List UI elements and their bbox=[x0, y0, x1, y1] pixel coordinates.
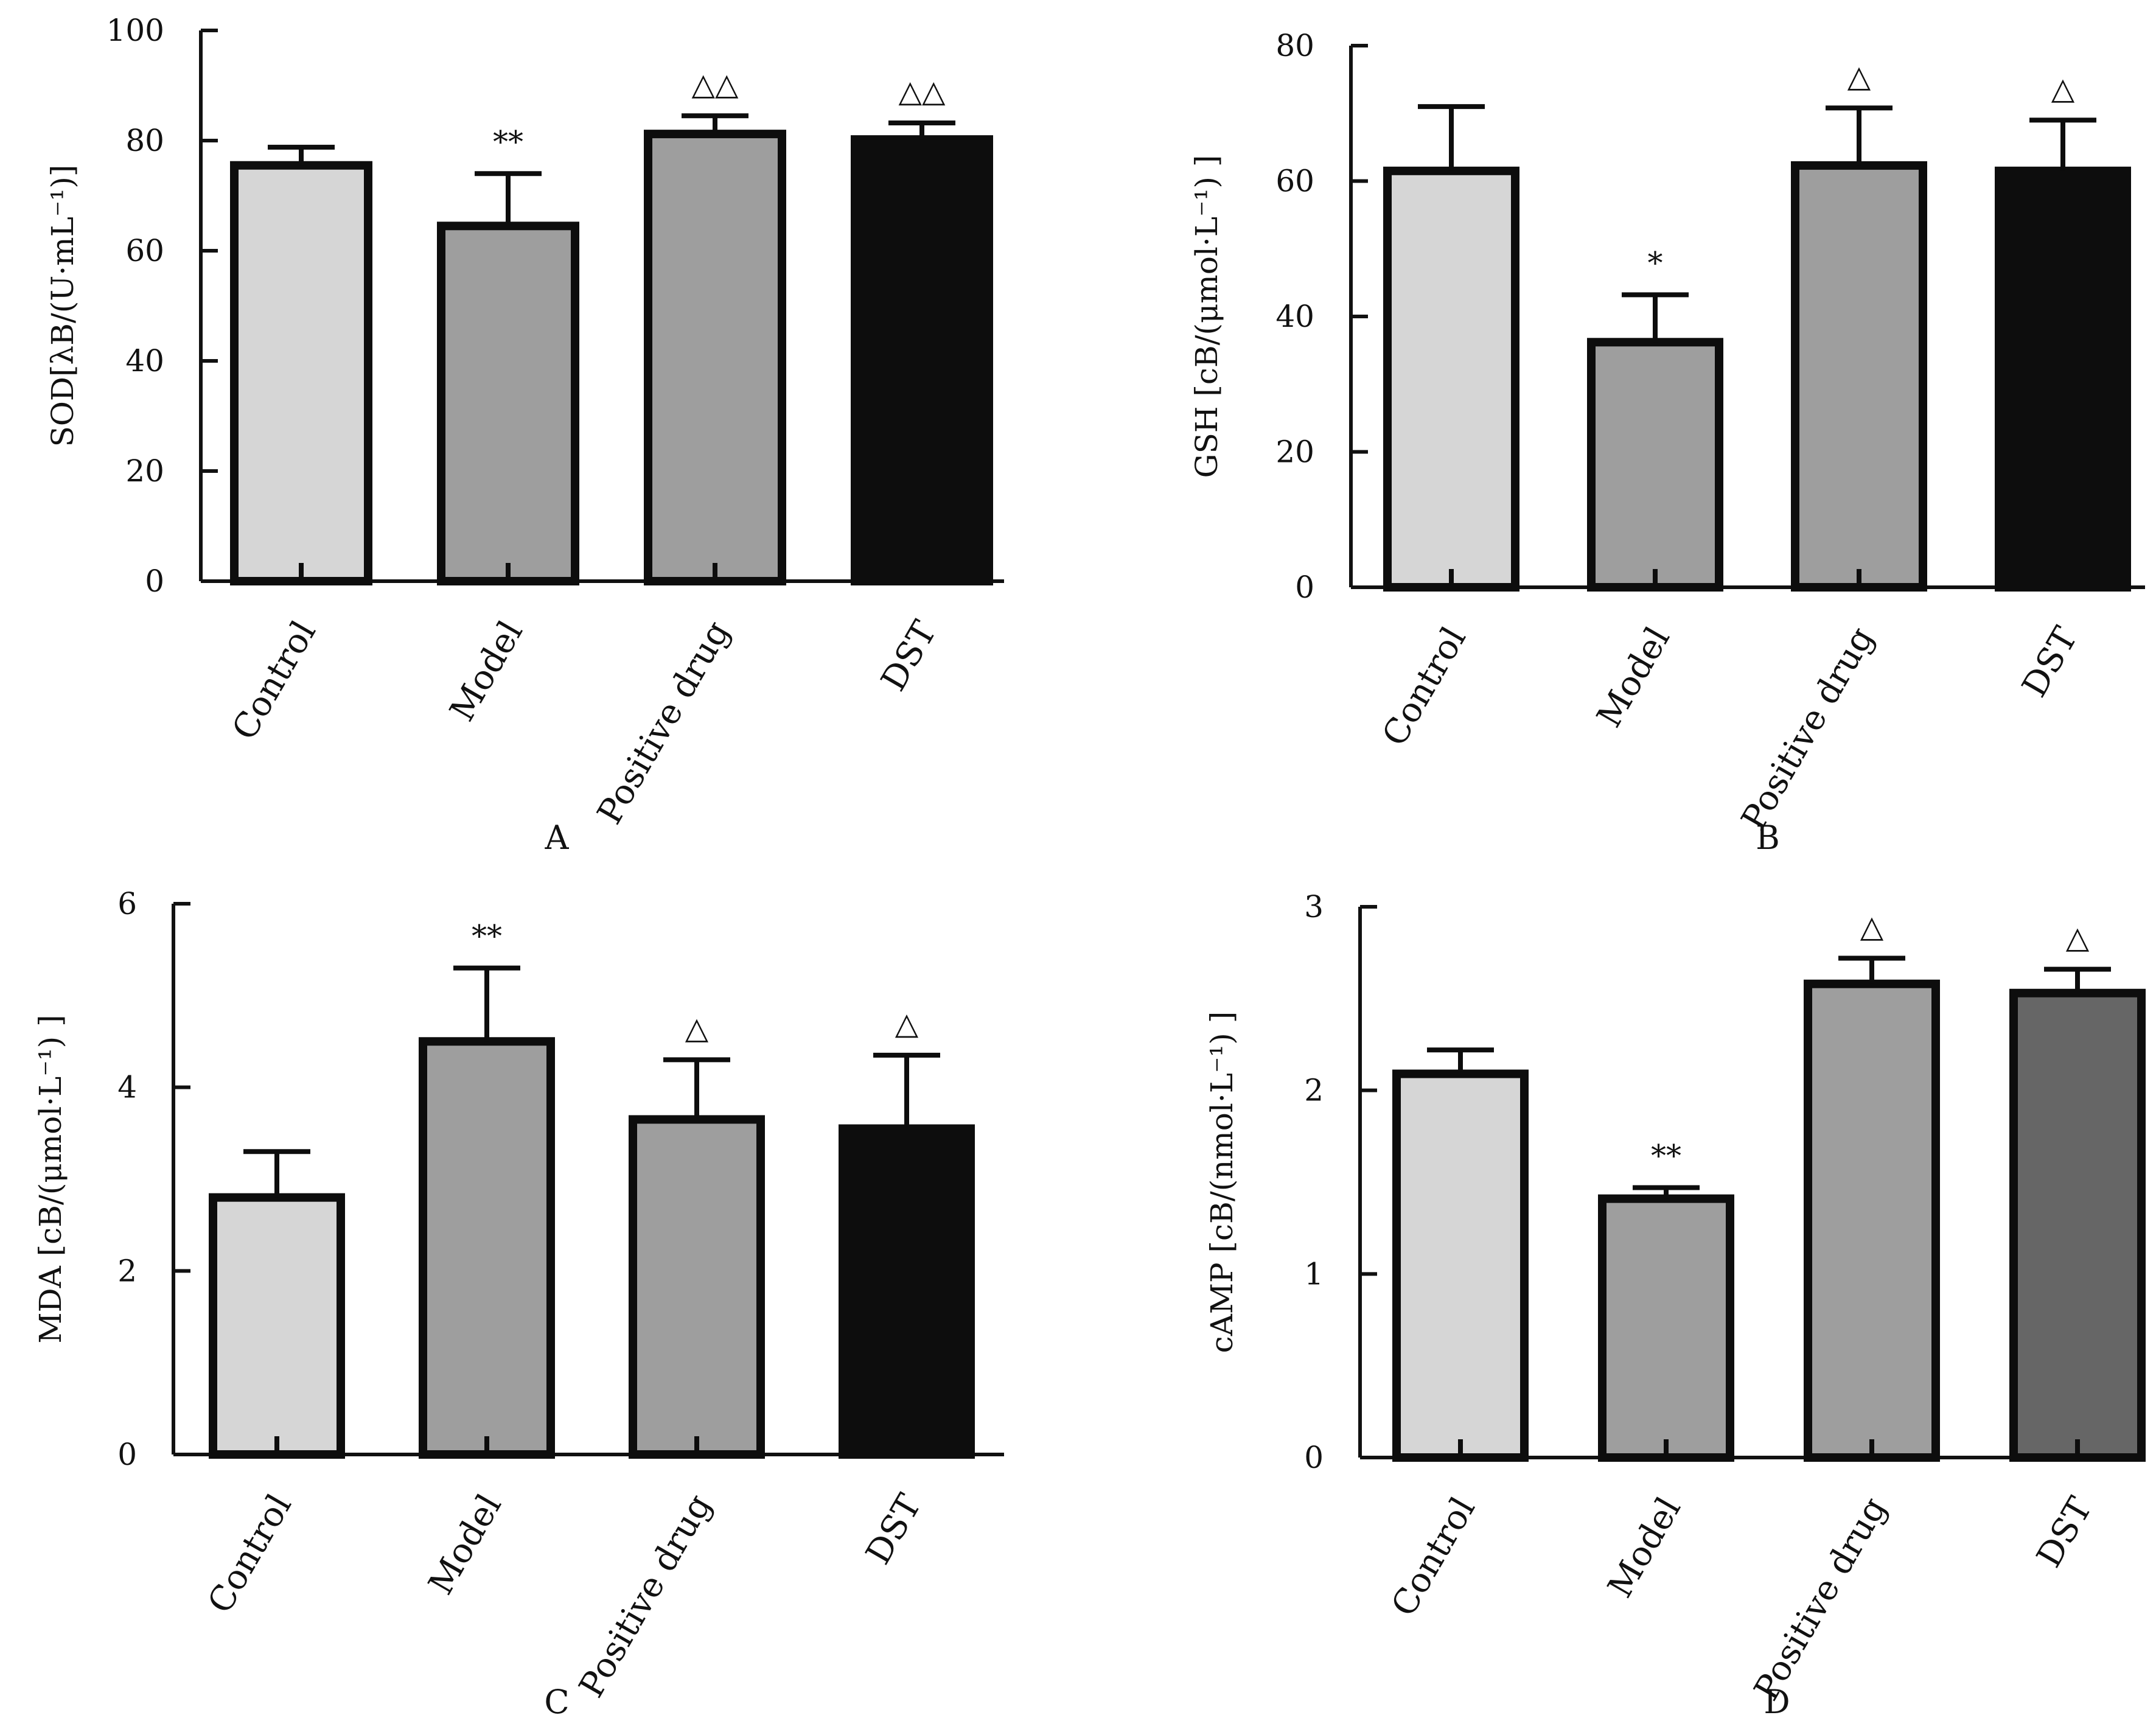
x-tick-label: DST bbox=[859, 1488, 930, 1571]
x-tick-label: Control bbox=[1375, 621, 1474, 753]
panel-label: D bbox=[1764, 1683, 1790, 1721]
y-tick-label: 2 bbox=[1304, 1073, 1324, 1108]
significance-marker: △ bbox=[895, 1006, 919, 1041]
x-tick-label: Control bbox=[1384, 1491, 1483, 1623]
y-tick-label: 1 bbox=[1304, 1256, 1324, 1291]
bar-model bbox=[1587, 338, 1723, 592]
y-axis-label: cAMP [cB/(nmol·L⁻¹) ] bbox=[1204, 1011, 1240, 1353]
y-tick-label: 60 bbox=[1275, 164, 1314, 199]
x-tick-label: Positive drug bbox=[1746, 1491, 1894, 1708]
y-tick-label: 2 bbox=[117, 1253, 137, 1288]
y-tick-label: 20 bbox=[125, 453, 164, 489]
significance-marker: △△ bbox=[692, 66, 739, 102]
chart-panel-a: 0 20 40 60 80 100 SOD[λB/(U·mL⁻¹)] Control ** Mod… bbox=[45, 13, 1004, 857]
bar-dst bbox=[2009, 988, 2146, 1462]
y-tick-label: 0 bbox=[117, 1437, 137, 1472]
x-tick-label: Positive drug bbox=[571, 1488, 719, 1705]
y-axis-label: GSH [cB/(μmol·L⁻¹) ] bbox=[1189, 155, 1224, 478]
y-axis-label: MDA [cB/(μmol·L⁻¹) ] bbox=[33, 1014, 68, 1343]
x-tick-label: DST bbox=[2029, 1491, 2101, 1574]
bar-positive-drug bbox=[644, 130, 786, 585]
y-tick-label: 40 bbox=[1275, 299, 1314, 334]
bar-control bbox=[1383, 166, 1519, 592]
y-tick-label: 100 bbox=[106, 13, 164, 48]
chart-panel-b: 0 20 40 60 80 GSH [cB/(μmol·L⁻¹) ] Control * Mod… bbox=[1189, 28, 2145, 857]
bar-positive-drug bbox=[629, 1115, 765, 1459]
panel-label: C bbox=[544, 1683, 569, 1721]
significance-marker: △△ bbox=[899, 74, 946, 109]
x-tick-label: Model bbox=[1600, 1491, 1689, 1605]
significance-marker: ** bbox=[472, 919, 502, 954]
bar-control bbox=[209, 1193, 345, 1459]
bar-model bbox=[419, 1037, 555, 1459]
y-tick-label: 60 bbox=[125, 233, 164, 268]
x-tick-label: Positive drug bbox=[590, 615, 738, 831]
bar-dst bbox=[851, 135, 993, 585]
bar-control bbox=[1392, 1069, 1529, 1462]
y-tick-label: 40 bbox=[125, 343, 164, 379]
bar-dst bbox=[1995, 166, 2131, 592]
y-tick-label: 4 bbox=[117, 1070, 137, 1105]
bar-model bbox=[437, 222, 579, 585]
y-tick-label: 3 bbox=[1304, 889, 1324, 924]
x-tick-label: Model bbox=[1589, 621, 1678, 735]
x-tick-label: Positive drug bbox=[1734, 621, 1882, 837]
y-tick-label: 0 bbox=[1295, 570, 1314, 605]
x-tick-label: DST bbox=[2015, 621, 2086, 704]
y-tick-label: 20 bbox=[1275, 435, 1314, 470]
x-tick-label: Model bbox=[442, 615, 531, 728]
x-tick-label: DST bbox=[874, 615, 945, 698]
significance-marker: △ bbox=[2066, 920, 2090, 955]
bar-dst bbox=[839, 1124, 975, 1459]
significance-marker: △ bbox=[685, 1010, 709, 1046]
y-tick-label: 0 bbox=[1304, 1440, 1324, 1475]
chart-panel-c: 0 2 4 6 MDA [cB/(μmol·L⁻¹) ] Control ** Model △ P… bbox=[33, 886, 1004, 1721]
y-tick-label: 80 bbox=[1275, 28, 1314, 63]
chart-panel-d: 0 1 2 3 cAMP [cB/(nmol·L⁻¹) ] Control ** Model △… bbox=[1204, 889, 2146, 1721]
y-tick-label: 80 bbox=[125, 123, 164, 158]
x-tick-label: Control bbox=[225, 615, 324, 747]
bar-positive-drug bbox=[1804, 979, 1940, 1462]
bar-model bbox=[1598, 1194, 1734, 1462]
bar-positive-drug bbox=[1791, 161, 1927, 592]
significance-marker: △ bbox=[2051, 71, 2075, 106]
panel-label: B bbox=[1756, 819, 1780, 857]
y-axis-label: SOD[λB/(U·mL⁻¹)] bbox=[45, 165, 80, 447]
bar-control bbox=[230, 161, 372, 586]
significance-marker: ** bbox=[493, 124, 523, 159]
y-tick-label: 6 bbox=[117, 886, 137, 921]
y-tick-label: 0 bbox=[145, 564, 164, 599]
x-tick-label: Model bbox=[421, 1488, 509, 1602]
significance-marker: △ bbox=[1860, 909, 1884, 944]
significance-marker: ** bbox=[1651, 1139, 1681, 1174]
panel-label: A bbox=[545, 819, 570, 857]
significance-marker: * bbox=[1648, 245, 1663, 281]
significance-marker: △ bbox=[1847, 58, 1871, 94]
x-tick-label: Control bbox=[200, 1488, 299, 1620]
